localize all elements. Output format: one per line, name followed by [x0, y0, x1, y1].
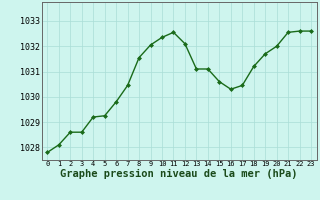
X-axis label: Graphe pression niveau de la mer (hPa): Graphe pression niveau de la mer (hPa) — [60, 169, 298, 179]
